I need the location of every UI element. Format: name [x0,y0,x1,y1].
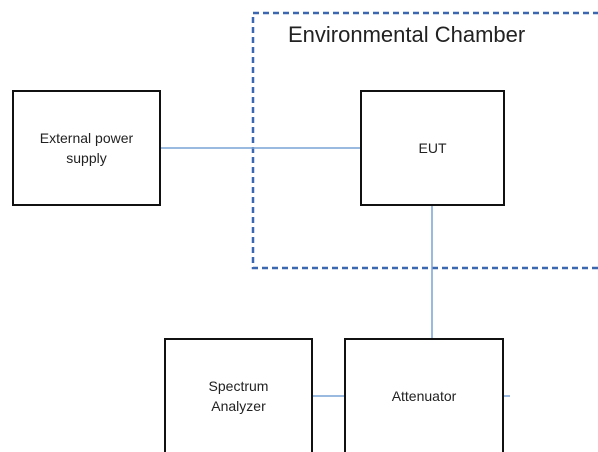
node-label: Spectrum Analyzer [208,378,269,414]
node-label: Attenuator [391,388,457,404]
chamber-border [251,11,598,270]
node-box [344,338,504,452]
node-box [12,90,161,206]
node-label: EUT [418,140,447,156]
node-box [164,338,313,452]
chamber-title: Environmental Chamber [288,22,526,47]
node-label: External power supply [39,130,134,166]
node-box [360,90,505,206]
